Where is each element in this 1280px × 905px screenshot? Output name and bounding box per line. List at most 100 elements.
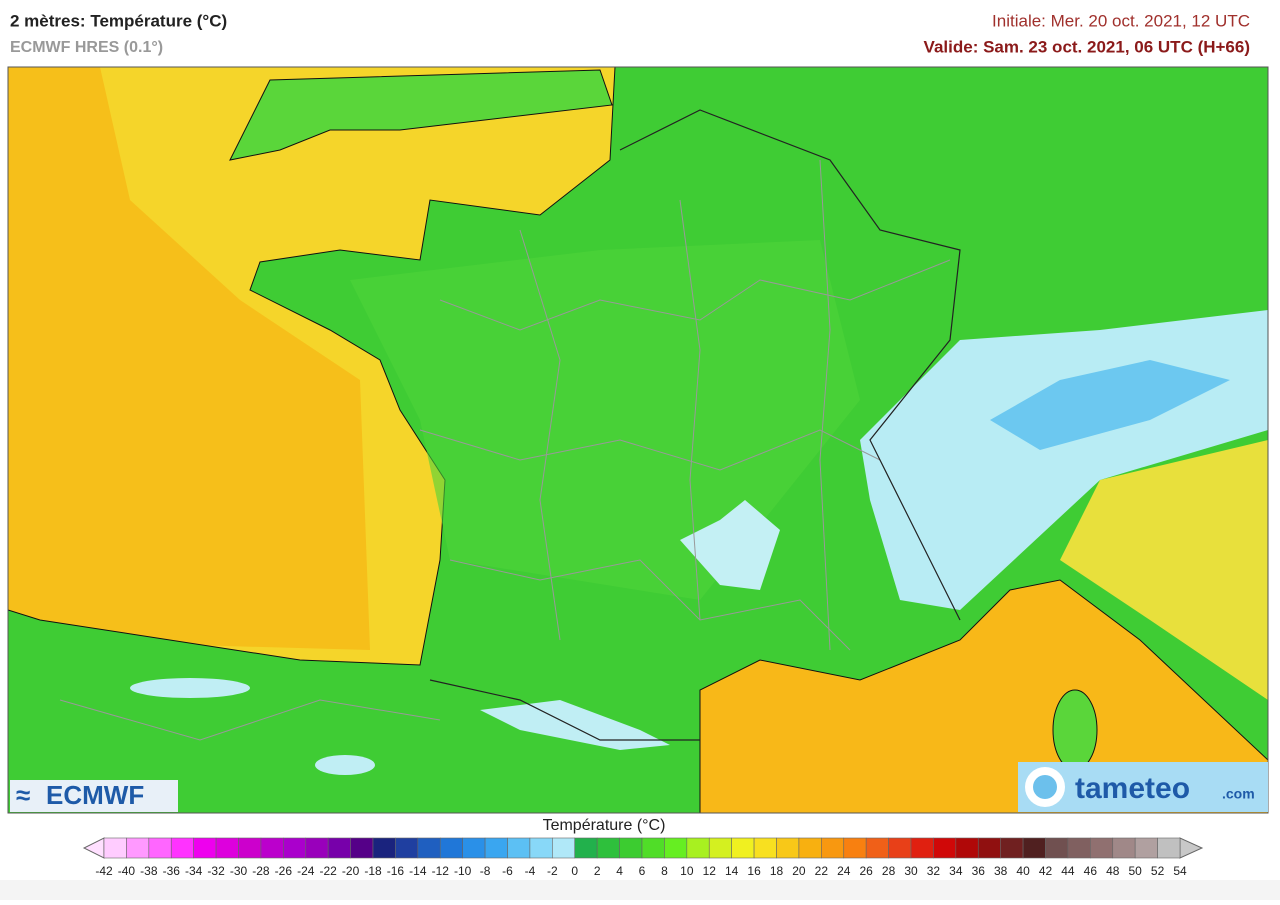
colorbar-tick-label: 54 xyxy=(1173,864,1187,878)
colorbar-tick-label: -32 xyxy=(207,864,225,878)
colorbar-box xyxy=(596,837,620,859)
colorbar-box xyxy=(865,837,889,859)
colorbar-box xyxy=(708,837,732,859)
colorbar-tick-label: 38 xyxy=(994,864,1008,878)
colorbar-tick-label: 30 xyxy=(904,864,918,878)
colorbar-tick-label: -12 xyxy=(432,864,450,878)
colorbar-tick-label: 26 xyxy=(859,864,873,878)
colorbar-tick-label: 4 xyxy=(616,864,623,878)
colorbar-tick-label: 14 xyxy=(725,864,739,878)
england xyxy=(229,69,613,161)
colorbar-tick-label: 10 xyxy=(680,864,694,878)
colorbar-box xyxy=(1134,837,1158,859)
colorbar-box xyxy=(686,837,710,859)
colorbar-tick-label: -10 xyxy=(454,864,472,878)
colorbar-tick-label: -26 xyxy=(275,864,293,878)
colorbar-tick-label: 20 xyxy=(792,864,806,878)
tameteo-logo: tameteo .com xyxy=(1018,762,1268,812)
colorbar-box xyxy=(327,837,351,859)
spain-border xyxy=(429,679,700,741)
logo-suffix: .com xyxy=(1222,786,1255,802)
colorbar-box xyxy=(619,837,643,859)
colorbar-box xyxy=(798,837,822,859)
colorbar-tick-label: -28 xyxy=(252,864,270,878)
initial-time: Initiale: Mer. 20 oct. 2021, 12 UTC xyxy=(992,11,1250,30)
colorbar-box xyxy=(910,837,934,859)
colorbar-tick-label: -6 xyxy=(502,864,513,878)
colorbar-tick-label: 18 xyxy=(770,864,784,878)
colorbar-tick-label: 52 xyxy=(1151,864,1165,878)
alps-high xyxy=(990,360,1230,450)
colorbar-box xyxy=(372,837,396,859)
colorbar-box xyxy=(148,837,172,859)
colorbar-box xyxy=(170,837,194,859)
colorbar-box xyxy=(1157,837,1181,859)
colorbar-tick-label: 46 xyxy=(1084,864,1098,878)
colorbar-tick-label: 36 xyxy=(972,864,986,878)
colorbar-over xyxy=(1179,837,1204,859)
colorbar-tick-label: -8 xyxy=(480,864,491,878)
colorbar-tick-label: 16 xyxy=(747,864,761,878)
title: 2 mètres: Température (°C) xyxy=(10,11,227,30)
colorbar-tick-label: 32 xyxy=(927,864,941,878)
massif-central xyxy=(680,500,780,590)
colorbar-box xyxy=(1022,837,1046,859)
colorbar-tick-label: -30 xyxy=(230,864,248,878)
colorbar-box xyxy=(664,837,688,859)
colorbar-tick-label: 0 xyxy=(571,864,578,878)
colorbar-box xyxy=(641,837,665,859)
colorbar: -42 -40 -38 -36 -34 -32 -30 -28 -26 -24 -22 -20 -18-… xyxy=(82,837,1204,878)
colorbar-box xyxy=(776,837,800,859)
subtitle: ECMWF HRES (0.1°) xyxy=(10,39,163,56)
colorbar-box xyxy=(888,837,912,859)
sierra xyxy=(315,755,375,775)
colorbar-tick-label: 2 xyxy=(594,864,601,878)
ecmwf-logo: ≈ ECMWF xyxy=(10,780,178,812)
colorbar-tick-label: -16 xyxy=(387,864,405,878)
colorbar-box xyxy=(955,837,979,859)
colorbar-tick-label: 12 xyxy=(703,864,717,878)
colorbar-box xyxy=(103,837,127,859)
colorbar-tick-label: -2 xyxy=(547,864,558,878)
colorbar-box xyxy=(305,837,329,859)
colorbar-tick-label: -34 xyxy=(185,864,203,878)
colorbar-tick-label: -14 xyxy=(409,864,427,878)
colorbar-under xyxy=(82,837,105,859)
colorbar-box xyxy=(417,837,441,859)
colorbar-tick-label: 42 xyxy=(1039,864,1053,878)
mediterranean xyxy=(699,579,1268,813)
colorbar-tick-label: -18 xyxy=(364,864,382,878)
pyrenees xyxy=(480,700,670,750)
colorbar-tick-label: 24 xyxy=(837,864,851,878)
logo-text: tameteo xyxy=(1075,772,1190,805)
colorbar-tick-label: -36 xyxy=(163,864,181,878)
colorbar-tick-label: 40 xyxy=(1016,864,1030,878)
colorbar-tick-label: 8 xyxy=(661,864,668,878)
colorbar-box xyxy=(1000,837,1024,859)
colorbar-tick-label: 50 xyxy=(1128,864,1142,878)
colorbar-tick-label: 6 xyxy=(639,864,646,878)
colorbar-box xyxy=(283,837,307,859)
colorbar-box xyxy=(529,837,553,859)
colorbar-box xyxy=(821,837,845,859)
logo-icon: ≈ xyxy=(16,780,30,810)
colorbar-tick-label: 44 xyxy=(1061,864,1075,878)
map-frame xyxy=(7,66,1269,814)
colorbar-box xyxy=(439,837,463,859)
colorbar-box xyxy=(126,837,150,859)
colorbar-box xyxy=(238,837,262,859)
logo-box xyxy=(10,780,178,812)
italy-plain xyxy=(1060,440,1268,700)
corsica xyxy=(1052,689,1098,771)
colorbar-tick-label: -40 xyxy=(118,864,136,878)
colorbar-box xyxy=(395,837,419,859)
colorbar-box xyxy=(1112,837,1136,859)
colorbar-box xyxy=(484,837,508,859)
logo-icon-inner xyxy=(1033,775,1057,799)
colorbar-tick-label: -42 xyxy=(95,864,113,878)
colorbar-tick-label: -38 xyxy=(140,864,158,878)
footer-band xyxy=(0,880,1280,900)
colorbar-box xyxy=(462,837,486,859)
